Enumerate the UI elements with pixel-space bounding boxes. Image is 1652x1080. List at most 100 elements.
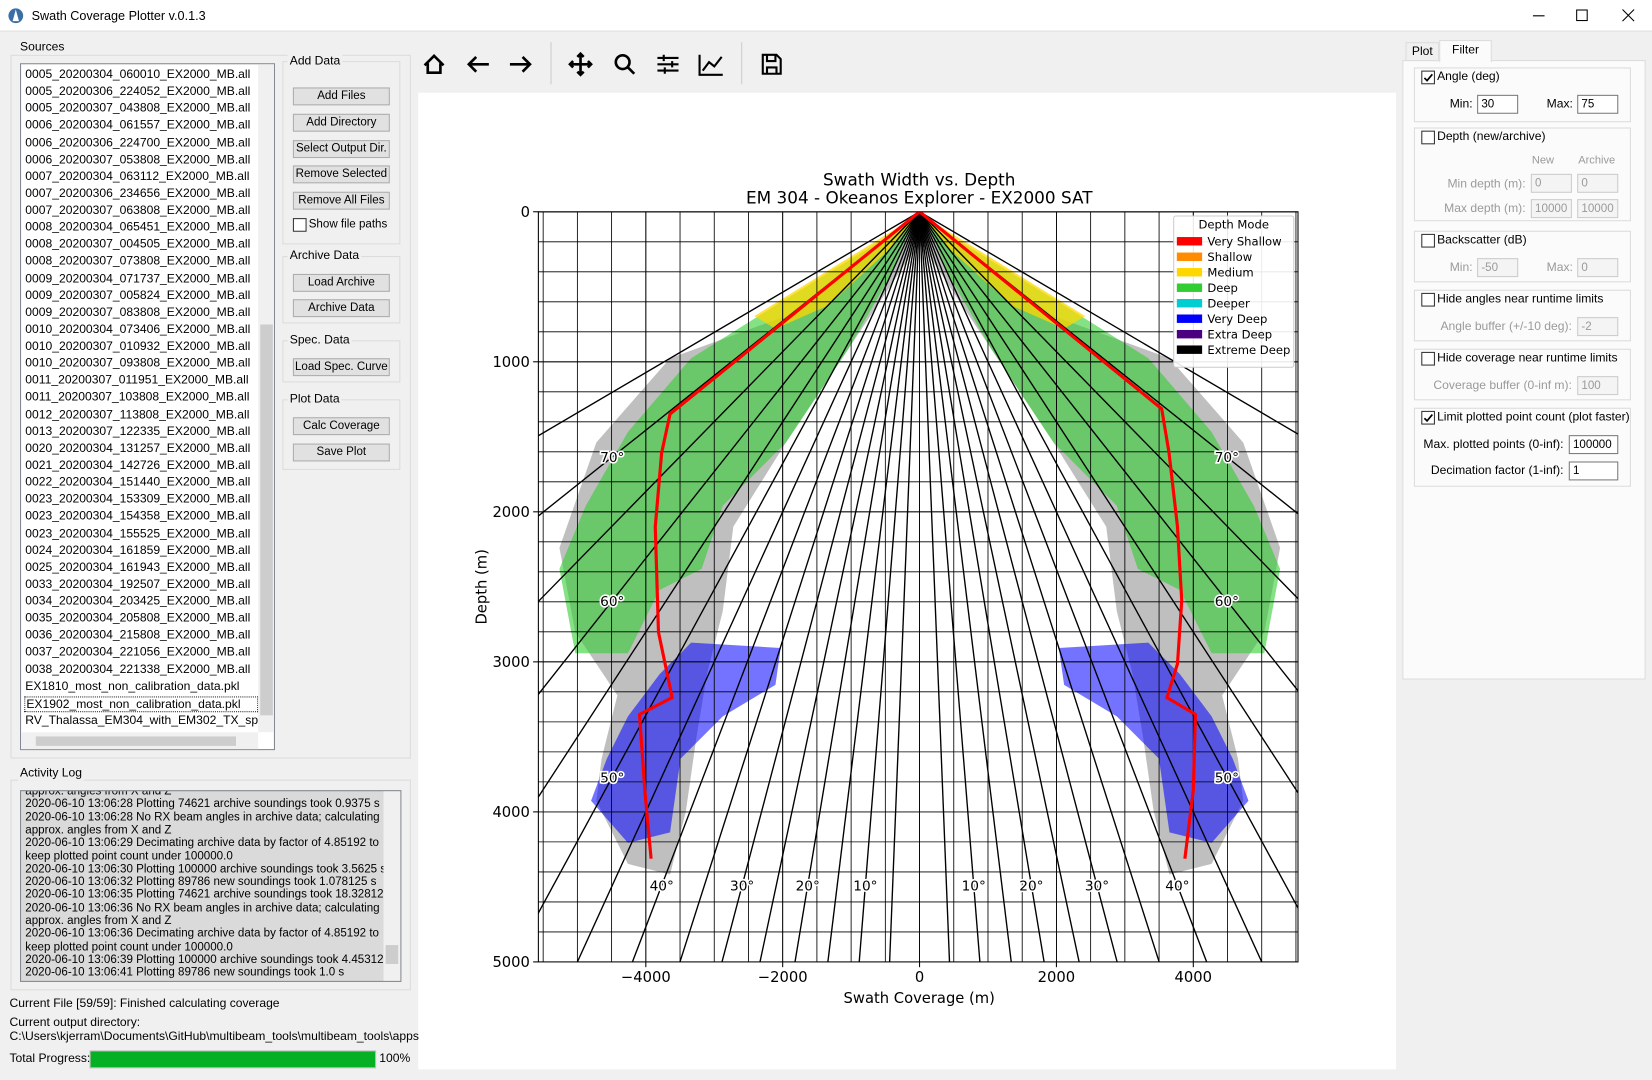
file-item[interactable]: 0023_20200304_155525_EX2000_MB.all bbox=[25, 527, 251, 540]
file-item[interactable]: 0036_20200304_215808_EX2000_MB.all bbox=[25, 629, 251, 642]
file-item[interactable]: 0008_20200307_004505_EX2000_MB.all bbox=[25, 238, 251, 252]
file-item[interactable]: EX1902_most_non_calibration_data.pkl bbox=[24, 696, 259, 712]
file-item[interactable]: 0010_20200304_073406_EX2000_MB.all bbox=[25, 323, 251, 337]
scroll-thumb[interactable] bbox=[260, 324, 273, 716]
file-item[interactable]: 0023_20200304_154358_EX2000_MB.all bbox=[25, 510, 251, 523]
close-button[interactable] bbox=[1622, 9, 1635, 22]
file-item[interactable]: 0037_20200304_221056_EX2000_MB.all bbox=[25, 646, 251, 659]
text-input[interactable]: 0 bbox=[1530, 173, 1572, 193]
file-item[interactable]: 0023_20200304_153309_EX2000_MB.all bbox=[25, 493, 251, 506]
very-deep-cloud bbox=[1058, 642, 1249, 843]
zoom-button[interactable] bbox=[614, 53, 631, 71]
text-input[interactable]: 10000 bbox=[1530, 199, 1572, 219]
file-item[interactable]: 0034_20200304_203425_EX2000_MB.all bbox=[25, 595, 251, 608]
angle-line bbox=[538, 211, 920, 517]
text-input[interactable]: -50 bbox=[1477, 258, 1519, 278]
file-item[interactable]: 0007_20200304_063112_EX2000_MB.all bbox=[25, 170, 250, 184]
file-item[interactable]: 0009_20200307_005824_EX2000_MB.all bbox=[25, 289, 251, 303]
file-list[interactable]: 0005_20200304_060010_EX2000_MB.all 0005_2… bbox=[20, 63, 275, 751]
legend-label: Very Deep bbox=[1207, 312, 1267, 326]
file-item[interactable]: 0005_20200306_224052_EX2000_MB.all bbox=[25, 85, 251, 99]
file-item[interactable]: 0024_20200304_161859_EX2000_MB.all bbox=[25, 544, 251, 557]
home-button[interactable] bbox=[423, 53, 445, 75]
file-item[interactable]: 0011_20200307_103808_EX2000_MB.all bbox=[25, 391, 250, 405]
activity-log[interactable]: approx. angles from X and Z 2020-06-10 13… bbox=[20, 790, 402, 982]
file-item[interactable]: EX1810_most_non_calibration_data.pkl bbox=[25, 680, 240, 693]
axes-button[interactable] bbox=[698, 54, 723, 76]
tab[interactable]: Plot bbox=[1405, 42, 1440, 62]
angle-line bbox=[538, 211, 921, 799]
button[interactable]: Remove All Files bbox=[292, 191, 390, 210]
button[interactable]: Load Archive bbox=[292, 273, 390, 292]
file-item[interactable]: 0025_20200304_161943_EX2000_MB.all bbox=[25, 561, 251, 574]
file-item[interactable]: 0010_20200307_010932_EX2000_MB.all bbox=[25, 340, 251, 354]
button[interactable]: Load Spec. Curve bbox=[292, 358, 390, 377]
angle-label: 30° bbox=[1085, 879, 1109, 895]
text-input[interactable]: 30 bbox=[1477, 94, 1519, 114]
back-button[interactable] bbox=[466, 55, 489, 73]
file-item[interactable]: 0012_20200307_113808_EX2000_MB.all bbox=[25, 408, 250, 421]
legend-swatch bbox=[1176, 237, 1203, 246]
file-item[interactable]: 0007_20200307_063808_EX2000_MB.all bbox=[25, 204, 251, 218]
label: Limit plotted point count (plot faster) bbox=[1437, 410, 1630, 424]
button[interactable]: Select Output Dir. bbox=[292, 140, 390, 159]
file-item[interactable]: 0007_20200306_234656_EX2000_MB.all bbox=[25, 187, 251, 201]
file-item[interactable]: RV_Thalassa_EM304_with_EM302_TX_spec_-3 bbox=[25, 714, 259, 727]
forward-button[interactable] bbox=[509, 55, 532, 73]
file-item[interactable]: 0020_20200304_131257_EX2000_MB.all bbox=[25, 442, 251, 455]
pan-button[interactable] bbox=[568, 51, 593, 77]
file-item[interactable]: 0005_20200304_060010_EX2000_MB.all bbox=[25, 68, 251, 82]
file-item[interactable]: 0011_20200307_011951_EX2000_MB.all bbox=[25, 374, 249, 388]
checkbox[interactable] bbox=[1421, 351, 1435, 366]
text-input[interactable]: 1 bbox=[1568, 461, 1619, 481]
checkbox[interactable] bbox=[1421, 410, 1435, 425]
tab[interactable]: Filter bbox=[1439, 40, 1492, 63]
file-item[interactable]: 0013_20200307_122335_EX2000_MB.all bbox=[25, 425, 251, 438]
checkbox[interactable] bbox=[1421, 233, 1435, 248]
file-item[interactable]: 0006_20200307_053808_EX2000_MB.all bbox=[25, 153, 251, 167]
scroll-thumb[interactable] bbox=[385, 945, 399, 965]
file-item[interactable]: 0033_20200304_192507_EX2000_MB.all bbox=[25, 578, 251, 591]
button[interactable]: Save Plot bbox=[292, 443, 390, 462]
checkbox[interactable] bbox=[1421, 130, 1435, 145]
text-input[interactable]: 100000 bbox=[1568, 435, 1619, 455]
button[interactable]: Remove Selected bbox=[292, 165, 390, 184]
configure-button[interactable] bbox=[657, 54, 679, 74]
file-item[interactable]: 0021_20200304_142726_EX2000_MB.all bbox=[25, 459, 251, 472]
file-item[interactable]: 0006_20200304_061557_EX2000_MB.all bbox=[25, 119, 251, 133]
save-button[interactable] bbox=[761, 53, 782, 75]
file-item[interactable]: 0008_20200304_065451_EX2000_MB.all bbox=[25, 221, 251, 235]
text-input[interactable]: 100 bbox=[1577, 376, 1619, 396]
button[interactable]: Add Directory bbox=[292, 113, 390, 132]
file-item[interactable]: 0009_20200307_083808_EX2000_MB.all bbox=[25, 306, 251, 320]
text-input[interactable]: 0 bbox=[1577, 258, 1619, 278]
text-input[interactable]: 75 bbox=[1577, 94, 1619, 114]
v-scrollbar[interactable] bbox=[383, 791, 401, 981]
text-input[interactable]: 0 bbox=[1577, 173, 1619, 193]
file-item[interactable]: 0006_20200306_224700_EX2000_MB.all bbox=[25, 136, 251, 150]
file-item[interactable]: 0008_20200307_073808_EX2000_MB.all bbox=[25, 255, 251, 269]
file-item[interactable]: 0010_20200307_093808_EX2000_MB.all bbox=[25, 357, 251, 371]
file-item[interactable]: 0035_20200304_205808_EX2000_MB.all bbox=[25, 612, 251, 625]
checkbox[interactable] bbox=[1421, 70, 1435, 85]
scroll-thumb[interactable] bbox=[35, 736, 236, 746]
text-input[interactable]: 10000 bbox=[1577, 199, 1619, 219]
maximize-button[interactable] bbox=[1576, 9, 1588, 22]
text-input[interactable]: -2 bbox=[1577, 317, 1619, 337]
checkbox[interactable] bbox=[1421, 292, 1435, 307]
file-item[interactable]: 0022_20200304_151440_EX2000_MB.all bbox=[25, 476, 251, 489]
file-item[interactable]: 0005_20200307_043808_EX2000_MB.all bbox=[25, 102, 251, 116]
button[interactable]: Add Files bbox=[292, 87, 390, 106]
y-tick-label: 5000 bbox=[492, 954, 530, 971]
file-item[interactable]: 0009_20200304_071737_EX2000_MB.all bbox=[25, 272, 251, 286]
file-item[interactable]: 0038_20200304_221338_EX2000_MB.all bbox=[25, 663, 251, 676]
legend-swatch bbox=[1176, 283, 1203, 292]
label: Depth (new/archive) bbox=[1437, 130, 1546, 144]
label: Angle (deg) bbox=[1437, 70, 1500, 84]
button[interactable]: Calc Coverage bbox=[292, 417, 390, 436]
button[interactable]: Archive Data bbox=[292, 299, 390, 318]
log-line: 2020-06-10 13:06:36 No RX beam angles in… bbox=[25, 901, 380, 915]
y-tick-label: 0 bbox=[521, 204, 530, 221]
checkbox[interactable] bbox=[292, 218, 307, 232]
label: Spec. Data bbox=[287, 332, 352, 348]
